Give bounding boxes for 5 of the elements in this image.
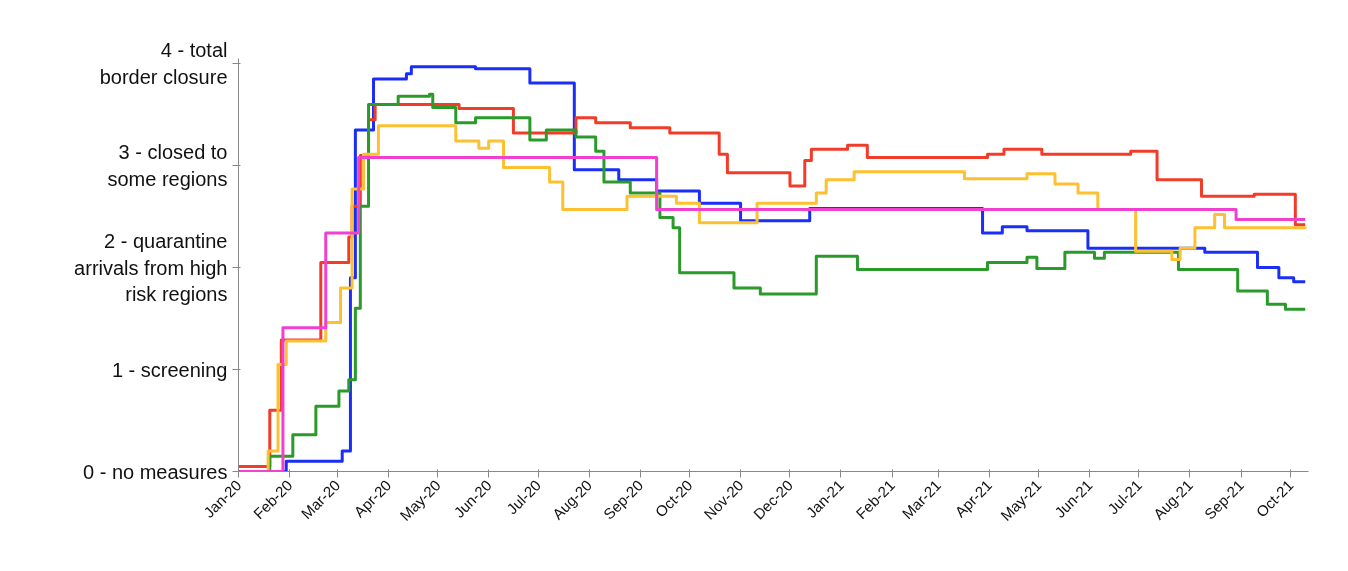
y-tick-label: 3 - closed to some regions xyxy=(107,141,228,190)
y-tick-label: 1 - screening xyxy=(111,358,228,381)
y-tick-label: 0 - no measures xyxy=(82,460,228,483)
y-tick-label: 4 - total border closure xyxy=(99,39,228,88)
y-tick-label: 2 - quarantine arrivals from high risk regions xyxy=(74,230,228,305)
